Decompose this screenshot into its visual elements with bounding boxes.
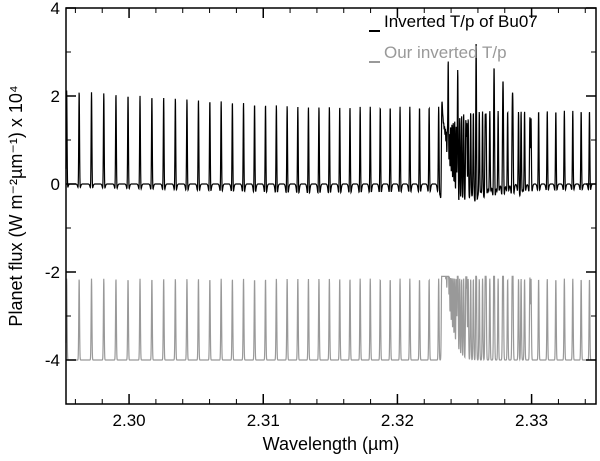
series-line-inverted-tp-bu07 — [65, 44, 596, 202]
legend-label-bu07: Inverted T/p of Bu07 — [384, 12, 538, 31]
plot-frame — [65, 7, 597, 405]
y-tick-label: 2 — [51, 87, 60, 106]
legend: Inverted T/p of Bu07 Our inverted T/p — [369, 12, 538, 63]
y-tick-label: -2 — [45, 263, 60, 282]
series-line-our-inverted-tp — [65, 275, 596, 362]
y-tick-label: -4 — [45, 351, 60, 370]
plot-area — [65, 44, 596, 362]
y-tick-label: 0 — [51, 175, 60, 194]
y-axis-ticks: -4 -2 0 2 4 — [45, 0, 596, 405]
x-tick-label: 2.30 — [113, 411, 146, 430]
x-tick-label: 2.31 — [247, 411, 280, 430]
legend-label-ours: Our inverted T/p — [384, 43, 507, 62]
x-axis-label: Wavelength (µm) — [263, 434, 400, 454]
x-axis-ticks: 2.30 2.31 2.32 2.33 — [74, 8, 586, 430]
x-tick-label: 2.32 — [381, 411, 414, 430]
y-axis-label: Planet flux (W m⁻²µm⁻¹) x 10⁴ — [6, 85, 26, 326]
x-tick-label: 2.33 — [515, 411, 548, 430]
y-tick-label: 4 — [51, 0, 60, 18]
